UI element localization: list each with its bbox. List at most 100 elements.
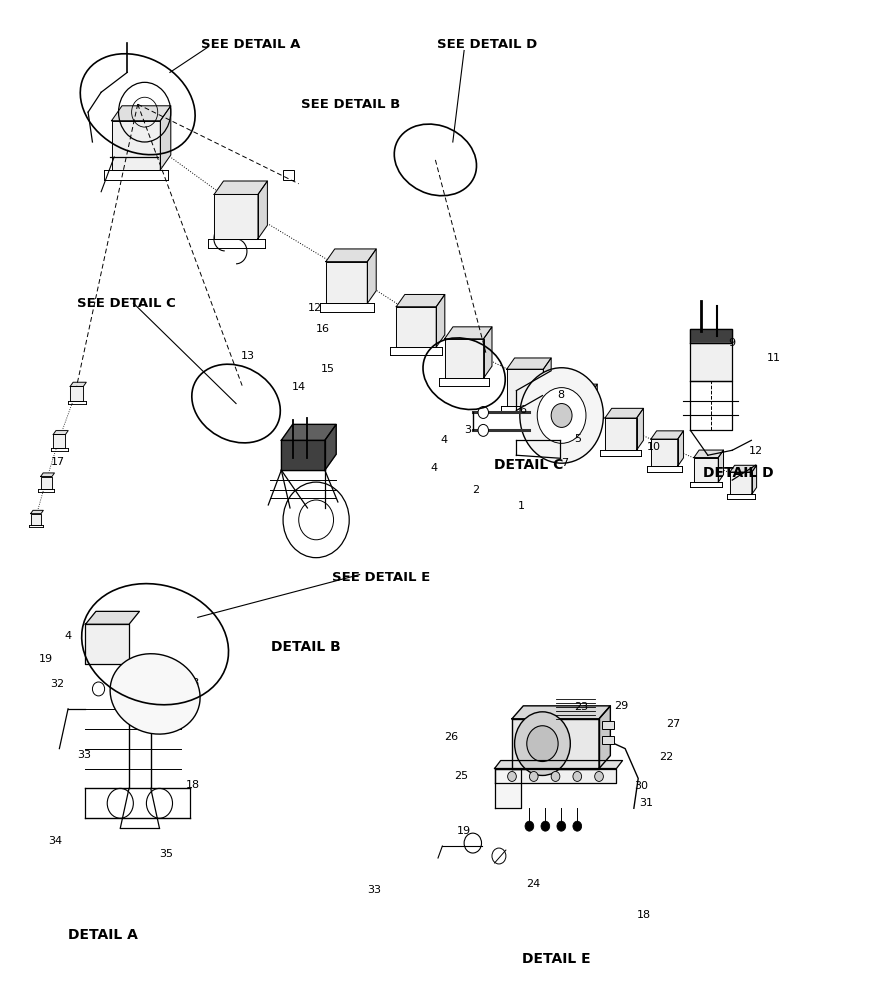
Text: 11: 11 (767, 353, 781, 363)
Circle shape (525, 821, 533, 831)
Text: 5: 5 (574, 434, 581, 444)
Polygon shape (605, 418, 637, 450)
Polygon shape (214, 194, 258, 239)
Circle shape (573, 821, 582, 831)
Circle shape (541, 821, 550, 831)
Polygon shape (326, 249, 376, 262)
Polygon shape (718, 450, 724, 482)
Text: 4: 4 (65, 631, 72, 641)
Bar (283, 170, 293, 180)
Text: SEE DETAIL D: SEE DETAIL D (436, 38, 537, 51)
Text: SEE DETAIL B: SEE DETAIL B (301, 98, 400, 111)
Circle shape (573, 771, 582, 781)
Text: 25: 25 (455, 771, 469, 781)
Polygon shape (495, 761, 623, 768)
Text: 34: 34 (48, 836, 62, 846)
Circle shape (478, 424, 489, 436)
Polygon shape (637, 408, 644, 450)
Circle shape (133, 669, 177, 719)
Circle shape (537, 388, 586, 443)
Polygon shape (325, 424, 336, 470)
Polygon shape (590, 384, 597, 429)
Polygon shape (396, 307, 436, 347)
Text: 18: 18 (186, 780, 200, 790)
Polygon shape (326, 262, 367, 303)
Circle shape (93, 682, 104, 696)
Polygon shape (651, 431, 683, 439)
Ellipse shape (110, 654, 200, 734)
Polygon shape (281, 440, 325, 470)
Text: 27: 27 (666, 719, 680, 729)
Text: 30: 30 (634, 781, 648, 791)
Polygon shape (512, 719, 599, 768)
Text: DETAIL E: DETAIL E (522, 952, 590, 966)
Polygon shape (678, 431, 683, 466)
Circle shape (526, 726, 558, 762)
Text: 31: 31 (639, 798, 653, 808)
Circle shape (478, 407, 489, 418)
Text: 13: 13 (240, 351, 254, 361)
Polygon shape (495, 768, 520, 808)
Text: 15: 15 (321, 364, 335, 374)
Text: 4: 4 (441, 435, 448, 445)
Text: 18: 18 (637, 910, 652, 920)
Polygon shape (367, 249, 376, 303)
Polygon shape (160, 106, 171, 170)
Bar (602, 736, 614, 744)
Polygon shape (512, 706, 611, 719)
Polygon shape (53, 431, 68, 434)
Circle shape (595, 771, 604, 781)
Text: 28: 28 (186, 678, 200, 688)
Text: SEE DETAIL A: SEE DETAIL A (201, 38, 300, 51)
Polygon shape (436, 295, 445, 347)
Polygon shape (31, 514, 41, 525)
Polygon shape (31, 510, 43, 514)
Polygon shape (694, 450, 724, 458)
Polygon shape (86, 611, 139, 624)
Polygon shape (484, 327, 492, 378)
Text: 26: 26 (444, 732, 458, 742)
Polygon shape (730, 465, 757, 472)
Polygon shape (396, 295, 445, 307)
Polygon shape (694, 458, 718, 482)
Text: 9: 9 (729, 338, 736, 348)
Text: 23: 23 (575, 702, 589, 712)
Text: 16: 16 (316, 324, 330, 334)
Polygon shape (70, 386, 83, 401)
Text: 10: 10 (646, 442, 661, 452)
Polygon shape (690, 329, 732, 343)
Circle shape (557, 821, 566, 831)
Text: DETAIL A: DETAIL A (68, 928, 138, 942)
Polygon shape (556, 384, 597, 395)
Polygon shape (111, 106, 171, 121)
Polygon shape (40, 473, 54, 477)
Polygon shape (445, 327, 492, 339)
Text: 7: 7 (562, 458, 569, 468)
Polygon shape (752, 465, 757, 494)
Polygon shape (53, 434, 66, 448)
Circle shape (551, 404, 572, 427)
Circle shape (507, 771, 516, 781)
Text: 29: 29 (614, 701, 628, 711)
Text: SEE DETAIL E: SEE DETAIL E (332, 571, 430, 584)
Text: 12: 12 (307, 303, 321, 313)
Polygon shape (556, 395, 590, 429)
Text: 20: 20 (138, 678, 152, 688)
Circle shape (519, 368, 604, 463)
Text: 6: 6 (519, 405, 526, 415)
Polygon shape (86, 624, 129, 664)
Text: 24: 24 (526, 879, 540, 889)
Text: SEE DETAIL C: SEE DETAIL C (77, 297, 175, 310)
Text: 3: 3 (464, 425, 471, 435)
Polygon shape (651, 439, 678, 466)
Bar (602, 721, 614, 729)
Polygon shape (70, 382, 86, 386)
Text: 21: 21 (161, 678, 175, 688)
Text: DETAIL B: DETAIL B (271, 640, 341, 654)
Polygon shape (543, 358, 551, 406)
Text: 33: 33 (367, 885, 381, 895)
Text: 4: 4 (430, 463, 437, 473)
Text: DETAIL C: DETAIL C (494, 458, 563, 472)
Text: DETAIL D: DETAIL D (703, 466, 774, 480)
Polygon shape (605, 408, 644, 418)
